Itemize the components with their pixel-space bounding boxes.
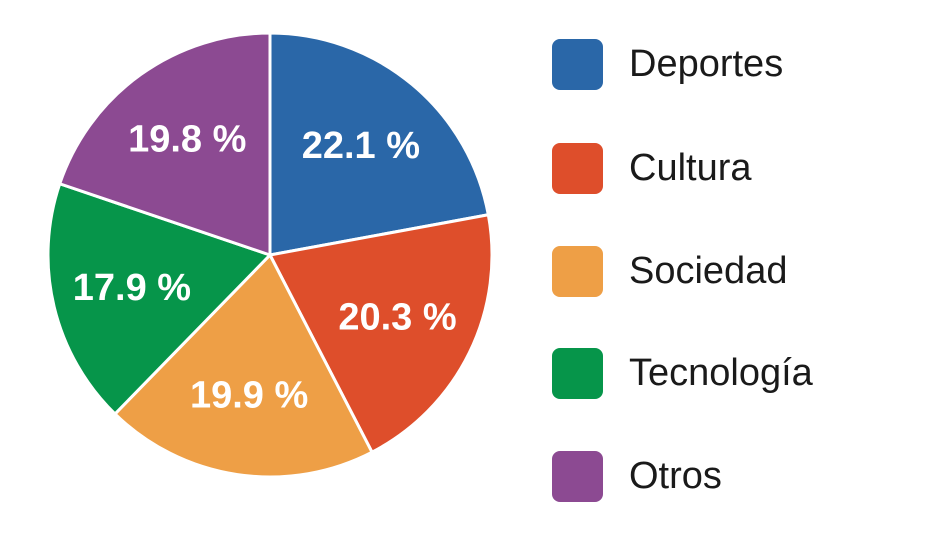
legend-item-deportes: Deportes xyxy=(552,38,783,90)
pie-slice-otros xyxy=(58,31,272,257)
legend-label-deportes: Deportes xyxy=(629,42,784,85)
legend-swatch-cultura xyxy=(552,142,603,194)
legend-label-sociedad: Sociedad xyxy=(629,249,788,292)
legend-item-sociedad: Sociedad xyxy=(552,245,787,297)
legend-swatch-otros xyxy=(552,450,603,502)
pie-label-deportes: 22.1 % xyxy=(302,125,420,167)
pie-labels: 22.1 % 20.3 % 19.9 % 17.9 % 19.8 % xyxy=(73,119,457,417)
pie-slice-tecnologia xyxy=(46,182,272,416)
legend-swatch-sociedad xyxy=(552,245,603,297)
legend-label-tecnologia: Tecnología xyxy=(629,351,813,394)
pie-slice-cultura xyxy=(268,213,494,454)
pie-slice-deportes xyxy=(268,31,490,257)
legend-item-otros: Otros xyxy=(552,450,722,502)
legend-swatch-tecnologia xyxy=(552,347,603,399)
pie-label-sociedad: 19.9 % xyxy=(190,374,308,416)
legend-label-otros: Otros xyxy=(629,454,722,497)
legend-item-cultura: Cultura xyxy=(552,142,752,194)
pie-label-otros: 19.8 % xyxy=(128,119,246,161)
pie-slices xyxy=(46,31,494,479)
pie-label-tecnologia: 17.9 % xyxy=(73,267,191,309)
pie-label-cultura: 20.3 % xyxy=(338,296,456,338)
legend-item-tecnologia: Tecnología xyxy=(552,347,813,399)
pie-slice-sociedad xyxy=(113,253,374,479)
legend-label-cultura: Cultura xyxy=(629,146,752,189)
legend-swatch-deportes xyxy=(552,38,603,90)
